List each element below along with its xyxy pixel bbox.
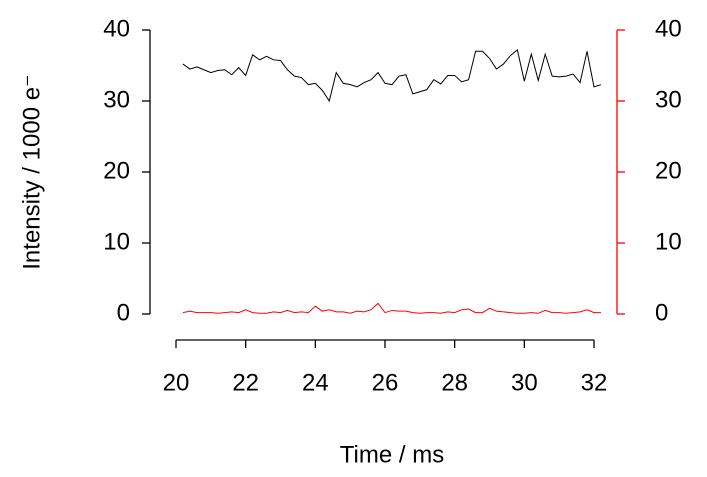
y-tick-label: 10 xyxy=(103,228,130,255)
x-tick-label: 26 xyxy=(372,369,399,396)
y2-tick-label: 40 xyxy=(655,15,682,42)
y-tick-label: 30 xyxy=(103,86,130,113)
y-tick-label: 40 xyxy=(103,15,130,42)
x-tick-label: 32 xyxy=(581,369,608,396)
y2-tick-label: 30 xyxy=(655,86,682,113)
x-tick-label: 24 xyxy=(302,369,329,396)
data-line xyxy=(182,302,601,314)
y2-tick-label: 0 xyxy=(655,299,668,326)
y-axis-label: Intensity / 1000 e⁻ xyxy=(18,74,45,269)
y2-tick-label: 20 xyxy=(655,157,682,184)
y-tick-label: 0 xyxy=(117,299,130,326)
y2-tick-label: 10 xyxy=(655,228,682,255)
x-tick-label: 20 xyxy=(163,369,190,396)
x-tick-label: 22 xyxy=(232,369,259,396)
data-line xyxy=(182,48,602,103)
x-tick-label: 30 xyxy=(511,369,538,396)
y-tick-label: 20 xyxy=(103,157,130,184)
x-axis-label: Time / ms xyxy=(340,441,444,468)
x-tick-label: 28 xyxy=(441,369,468,396)
